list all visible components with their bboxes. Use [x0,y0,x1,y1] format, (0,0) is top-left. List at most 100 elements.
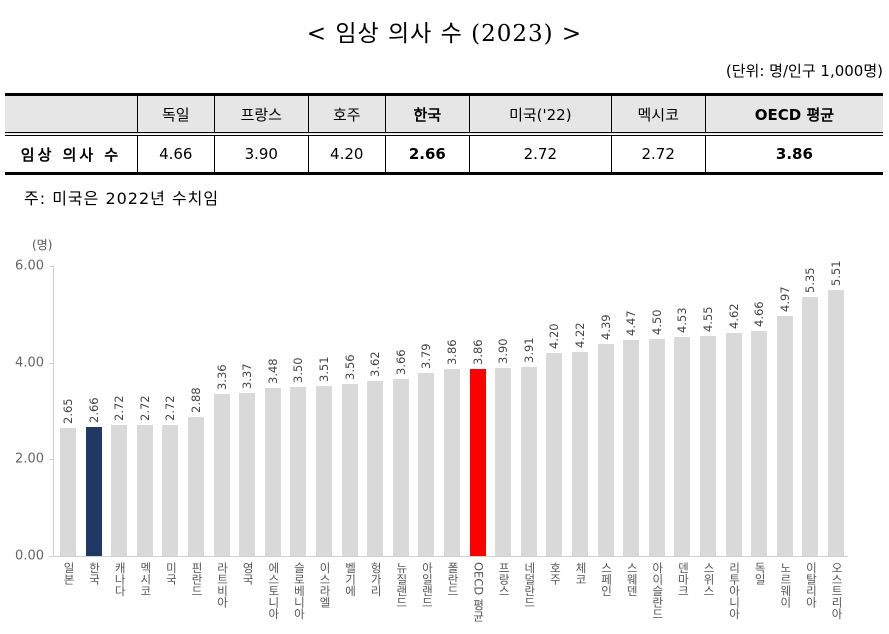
category-label: 일본 [62,562,76,585]
bar-value-label: 3.62 [368,351,383,378]
bar [520,367,537,556]
bar-value-label: 4.66 [752,301,767,327]
bar-value-label: 3.37 [240,363,255,390]
bar-value-label: 2.72 [163,394,178,421]
bar [239,393,256,556]
summary-table: 독일 프랑스 호주 한국 미국('22) 멕시코 OECD 평균 임상 의사 수… [5,93,883,175]
bar [648,338,665,556]
bar-value-label: 4.47 [624,310,639,336]
category-label: 한국 [87,562,102,585]
y-tick-label: 2.00 [15,451,44,467]
row-label: 임상 의사 수 [20,145,122,164]
bar-value-label: 2.66 [86,397,101,424]
category-label: 리투아니아 [727,562,742,620]
bar [136,424,153,556]
y-tick-mark [49,556,53,557]
category-label: 체코 [574,562,588,585]
bar [264,387,281,556]
bar [188,416,204,556]
category-label: 스위스 [702,562,716,597]
footnote: 주: 미국은 2022년 수치임 [24,189,220,208]
bar [700,336,716,556]
bar [60,427,76,556]
bar [725,332,742,556]
bar-value-label: 3.91 [521,337,536,364]
bar [111,424,128,556]
category-label: 캐나다 [113,562,128,597]
header-cell-france: 프랑스 [213,94,309,136]
bar [290,386,307,556]
category-label: 이탈리아 [804,562,819,608]
bar-value-label: 3.51 [317,356,331,383]
bar-value-label: 4.55 [701,306,715,333]
bar [444,369,460,556]
bar [572,352,588,556]
bar-value-label: 3.50 [291,357,306,383]
y-tick-label: 6.00 [15,258,44,274]
bar [546,353,563,556]
value-mexico: 2.72 [610,134,706,174]
bar-value-label: 4.97 [777,286,792,312]
y-tick-mark [49,459,53,461]
category-label: 네덜란드 [522,562,537,608]
bar-value-label: 2.72 [137,394,152,421]
bar-value-label: 3.90 [496,337,511,364]
bar-value-label: 4.39 [598,314,613,340]
category-label: 독일 [753,562,768,585]
y-tick-label: 4.00 [15,355,44,371]
bar-value-label: 3.86 [445,339,459,366]
bar [162,424,179,556]
header-cell-korea: 한국 [384,94,470,136]
y-tick-mark [49,266,53,267]
category-label: 폴란드 [446,562,460,597]
category-label: 뉴질랜드 [394,562,409,608]
y-axis-line [53,266,54,556]
category-label: 프랑스 [497,562,512,597]
bar-value-label: 4.62 [726,303,741,329]
y-tick-label: 0.00 [15,548,44,564]
category-label: 미국 [164,562,179,585]
value-usa: 2.72 [469,134,611,174]
category-label: 스웨덴 [625,562,640,597]
summary-header-row: 독일 프랑스 호주 한국 미국('22) 멕시코 OECD 평균 [5,94,883,136]
bar [495,367,512,556]
bar-value-label: 3.36 [214,363,229,390]
bar-value-label: 5.51 [829,260,843,286]
category-label: 헝가리 [369,562,384,597]
bar-value-label: 3.86 [470,339,485,366]
bar-value-label: 4.50 [649,308,664,335]
category-label: 아일랜드 [420,562,435,608]
bar-value-label: 5.35 [803,267,818,294]
category-label: 스페인 [599,562,614,597]
header-cell-mexico: 멕시코 [610,94,706,136]
bar-value-label: 3.56 [342,354,357,380]
category-label: 아이슬란드 [650,562,665,620]
category-label: 덴마크 [676,562,691,597]
page-title: < 임상 의사 수 (2023) > [306,21,583,47]
bar [674,337,691,556]
bar [802,297,819,556]
bar-value-label: 4.20 [547,323,562,349]
bar [469,369,486,556]
bar [316,386,332,556]
value-australia: 4.20 [307,134,386,174]
value-korea: 2.66 [384,134,470,174]
category-label: 멕시코 [138,562,153,597]
category-label: 슬로베니아 [292,562,307,620]
x-axis-line [53,556,848,557]
bar [776,315,793,556]
category-label: 영국 [241,562,256,585]
header-cell-usa: 미국('22) [469,94,611,136]
bar [213,393,230,556]
bar [623,339,640,556]
category-label: 에스토니아 [266,562,281,620]
bar [418,372,435,556]
category-label: 벨기에 [343,562,358,597]
category-label: 라트비아 [215,562,230,608]
bar [85,427,102,556]
bar-chart: (명) 0.00 2.00 4.00 6.00 2.65 일본 2.66 한국 2.72 캐나다… [0,230,889,634]
value-germany: 4.66 [137,134,215,174]
category-label: 오스트리아 [830,562,844,620]
bar-value-label: 4.22 [573,322,587,349]
bar [828,289,844,556]
